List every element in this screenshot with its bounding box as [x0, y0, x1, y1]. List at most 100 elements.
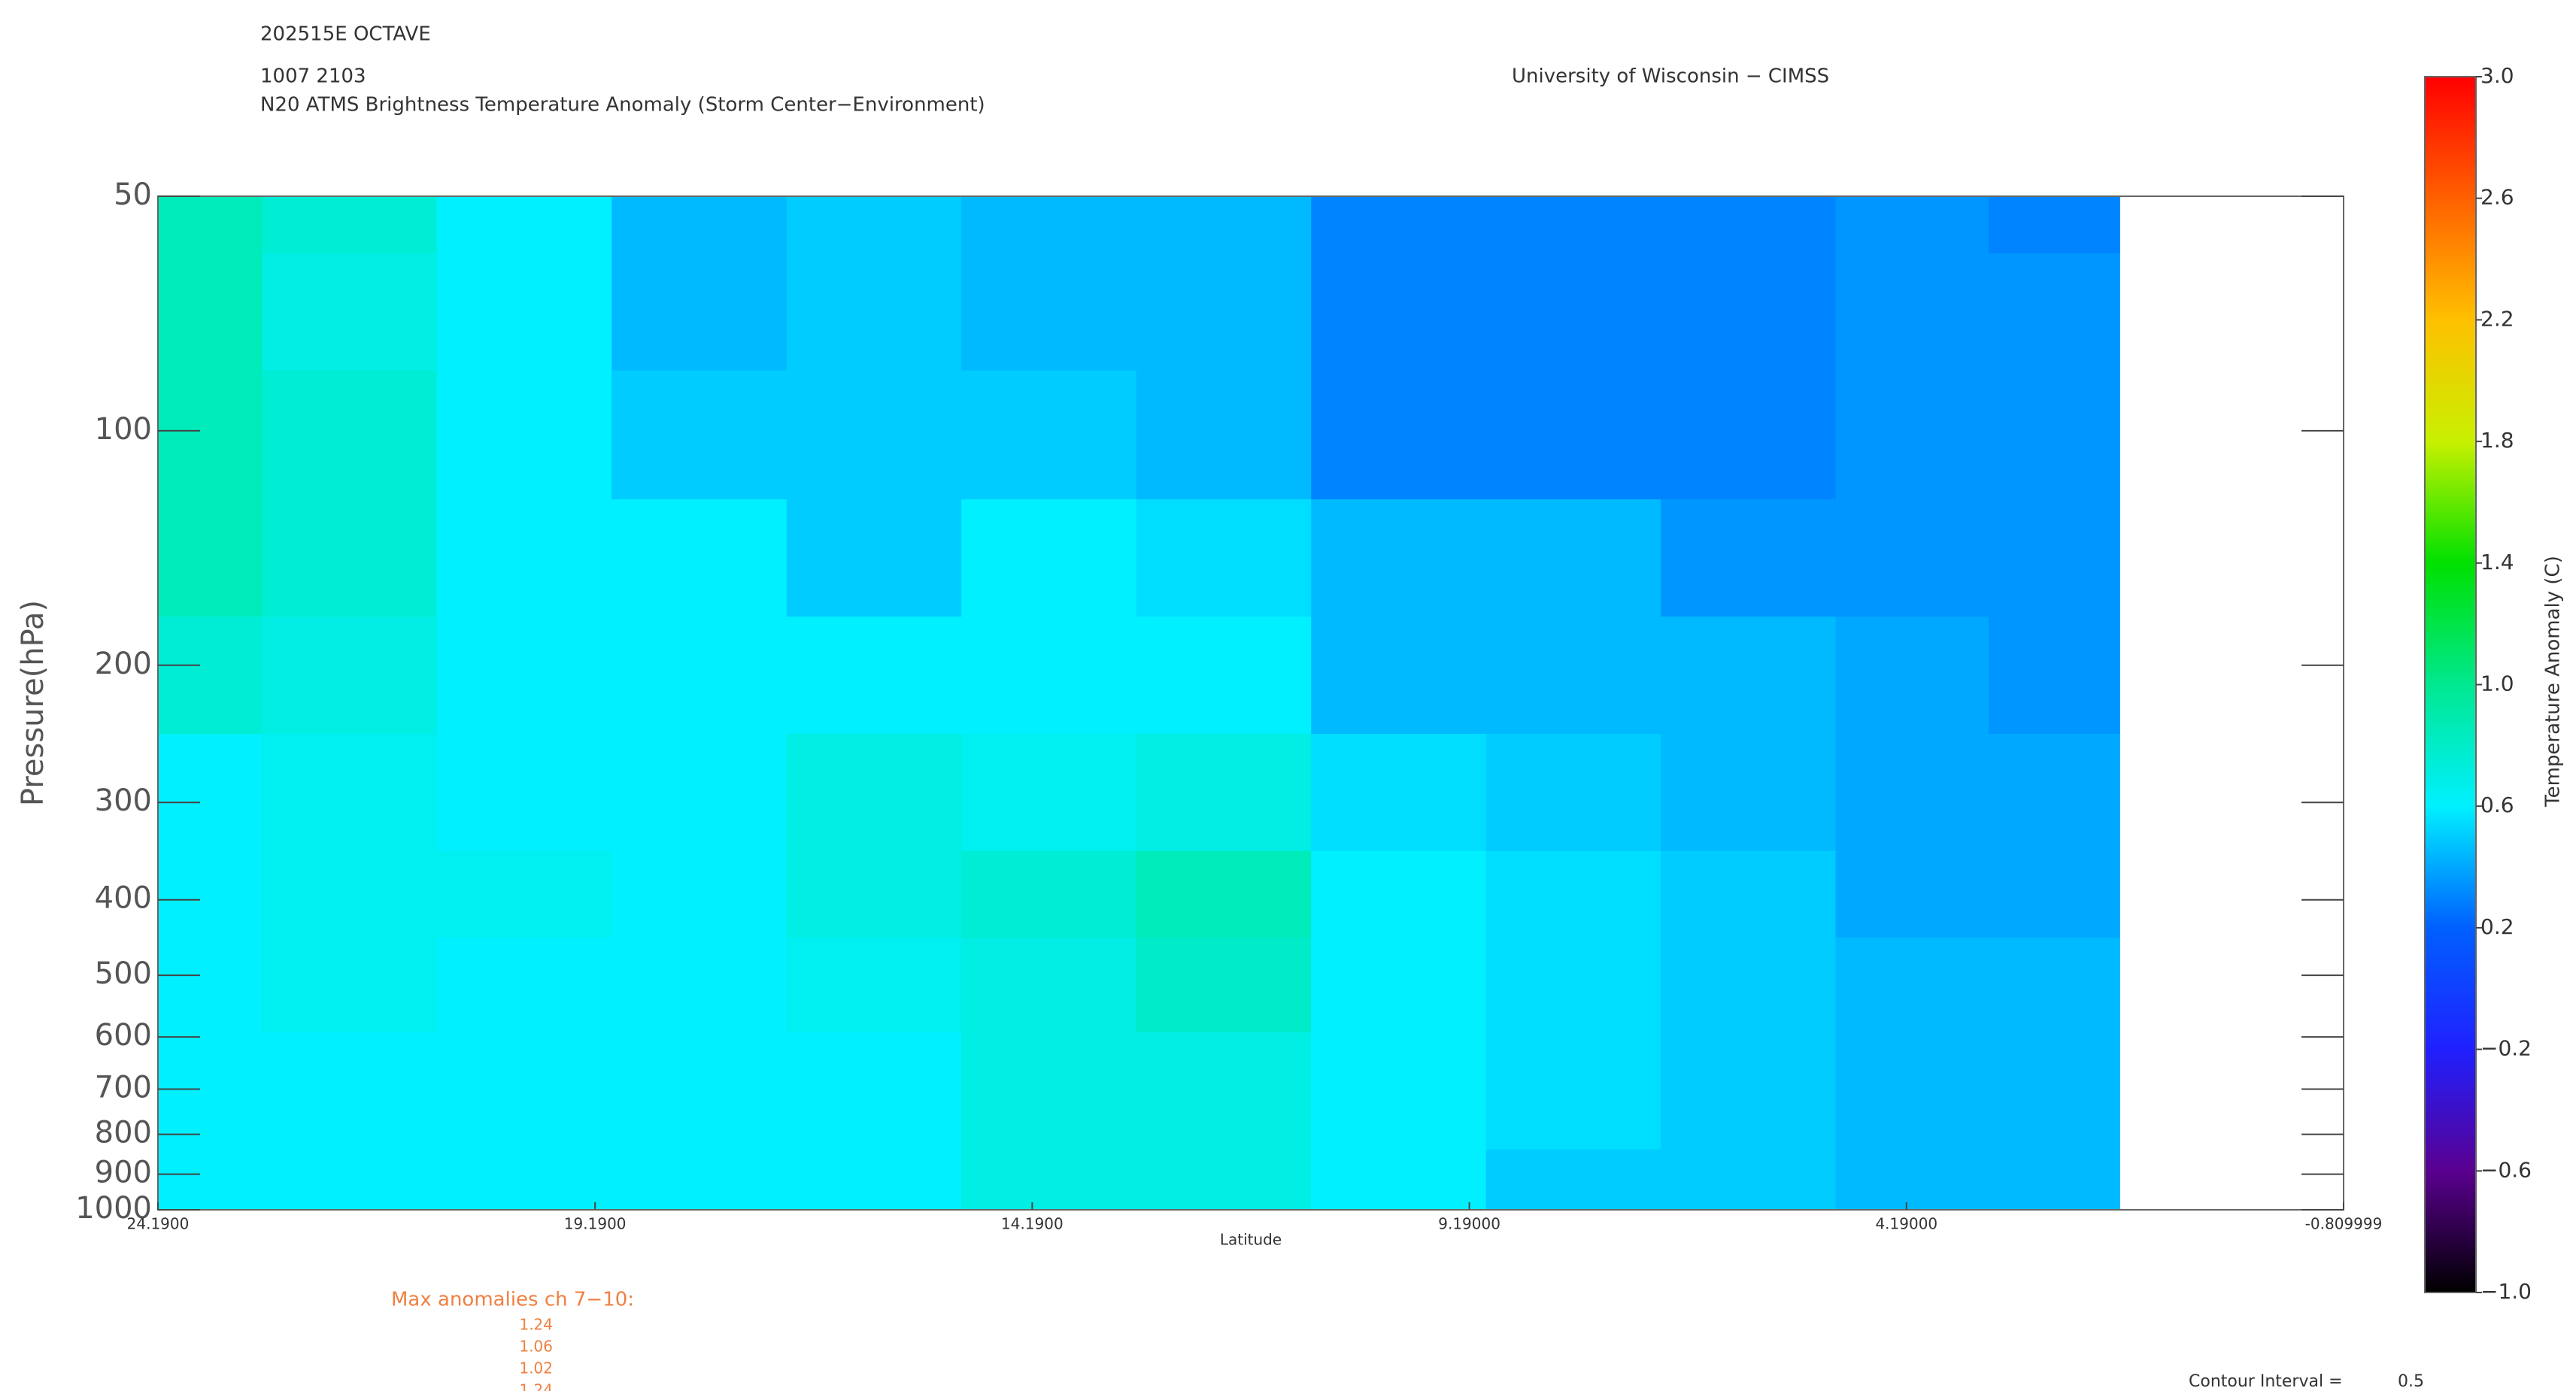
field-cell [158, 617, 262, 735]
field-cell [1989, 734, 2120, 852]
y-tick-label: 100 [95, 412, 152, 447]
field-cell [961, 253, 1137, 371]
colorbar-tick-label: −0.6 [2480, 1157, 2532, 1182]
field-cell [1661, 1149, 1837, 1211]
field-cell [786, 1149, 962, 1211]
y-tick-label: 300 [95, 783, 152, 818]
field-cell [1661, 617, 1837, 735]
field-cell [786, 850, 962, 938]
credit: University of Wisconsin − CIMSS [1512, 65, 1829, 88]
y-tick-label: 50 [114, 177, 152, 212]
field-cell [1136, 370, 1312, 500]
field-cell [1485, 499, 1661, 617]
max-anomaly: 1.24 [519, 1381, 553, 1391]
field-cell [1485, 196, 1661, 254]
field-cell [786, 734, 962, 852]
field-cell [158, 1032, 262, 1150]
field-cell [1311, 734, 1487, 852]
field-cell [1661, 253, 1837, 371]
field-cell [1311, 1149, 1487, 1211]
field-cell [786, 499, 962, 617]
field-cell [1485, 850, 1661, 938]
field-cell [436, 196, 612, 254]
x-tick-label: 9.19000 [1438, 1215, 1500, 1233]
field-cell [1485, 1032, 1661, 1150]
max-anomaly: 1.24 [519, 1316, 553, 1334]
field-cell [436, 850, 612, 938]
field-cell [1661, 1032, 1837, 1150]
field-cell [1136, 937, 1312, 1033]
colorbar-tick-label: 1.8 [2480, 428, 2514, 453]
field-cell [262, 196, 438, 254]
y-tick-label: 400 [95, 881, 152, 916]
field-cell [262, 499, 438, 617]
colorbar [2424, 76, 2477, 1293]
field-cell [1835, 1149, 1989, 1211]
field-cell [961, 370, 1137, 500]
field-cell [1311, 196, 1487, 254]
field-cell [436, 734, 612, 852]
field-cell [1835, 370, 1989, 500]
field-cell [1311, 1032, 1487, 1150]
field-cell [611, 850, 787, 938]
max-anomaly: 1.06 [519, 1338, 553, 1356]
field-cell [961, 617, 1137, 735]
field-cell [158, 370, 262, 500]
field-cell [1989, 937, 2120, 1033]
field-cell [1835, 499, 1989, 617]
field-cell [1311, 253, 1487, 371]
field-cell [1661, 196, 1837, 254]
field-cell [786, 1032, 962, 1150]
colorbar-tick-label: 1.4 [2480, 550, 2514, 574]
field-cell [1485, 1149, 1661, 1211]
colorbar-tick-label: 0.2 [2480, 914, 2514, 939]
field-cell [262, 1149, 438, 1211]
colorbar-label: Temperature Anomaly (C) [2542, 556, 2565, 808]
field-cell [786, 196, 962, 254]
field-cell [1989, 1149, 2120, 1211]
field-cell [1835, 937, 1989, 1033]
y-axis-label: Pressure(hPa) [16, 600, 50, 806]
field-cell [1661, 734, 1837, 852]
field-cell [1136, 734, 1312, 852]
field-cell [158, 1149, 262, 1211]
x-axis-label: Latitude [1220, 1231, 1282, 1249]
field-cell [1311, 617, 1487, 735]
field-cell [961, 1032, 1137, 1150]
plot-frame [157, 195, 2344, 1211]
field-cell [262, 850, 438, 938]
y-tick-label: 700 [95, 1071, 152, 1105]
field-cell [1661, 370, 1837, 500]
field-cell [961, 499, 1137, 617]
field-cell [436, 1032, 612, 1150]
field-cell [1485, 937, 1661, 1033]
field-cell [611, 734, 787, 852]
field-cell [158, 937, 262, 1033]
field-cell [1835, 253, 1989, 371]
field-cell [786, 937, 962, 1033]
field-cell [1311, 850, 1487, 938]
colorbar-tick-label: −0.2 [2480, 1036, 2532, 1061]
field-cell [1835, 1032, 1989, 1150]
colorbar-tick-label: 0.6 [2480, 792, 2514, 817]
field-cell [262, 370, 438, 500]
x-tick-label: 14.1900 [1001, 1215, 1063, 1233]
field-cell [1989, 499, 2120, 617]
field-cell [1989, 196, 2120, 254]
x-tick-label: 24.1900 [127, 1215, 190, 1233]
field-cell [436, 1149, 612, 1211]
field-cell [1485, 253, 1661, 371]
x-tick-label: 4.19000 [1875, 1215, 1937, 1233]
header-line: 1007 2103 [260, 65, 366, 88]
field-cell [1989, 850, 2120, 938]
field-cell [1661, 499, 1837, 617]
field-cell [436, 937, 612, 1033]
x-tick-label: 19.1900 [564, 1215, 627, 1233]
chart-title: N20 ATMS Brightness Temperature Anomaly … [260, 94, 985, 117]
field-cell [1311, 499, 1487, 617]
field-cell [786, 617, 962, 735]
field-cell [1136, 617, 1312, 735]
field-cell [1136, 253, 1312, 371]
field-cell [1989, 617, 2120, 735]
